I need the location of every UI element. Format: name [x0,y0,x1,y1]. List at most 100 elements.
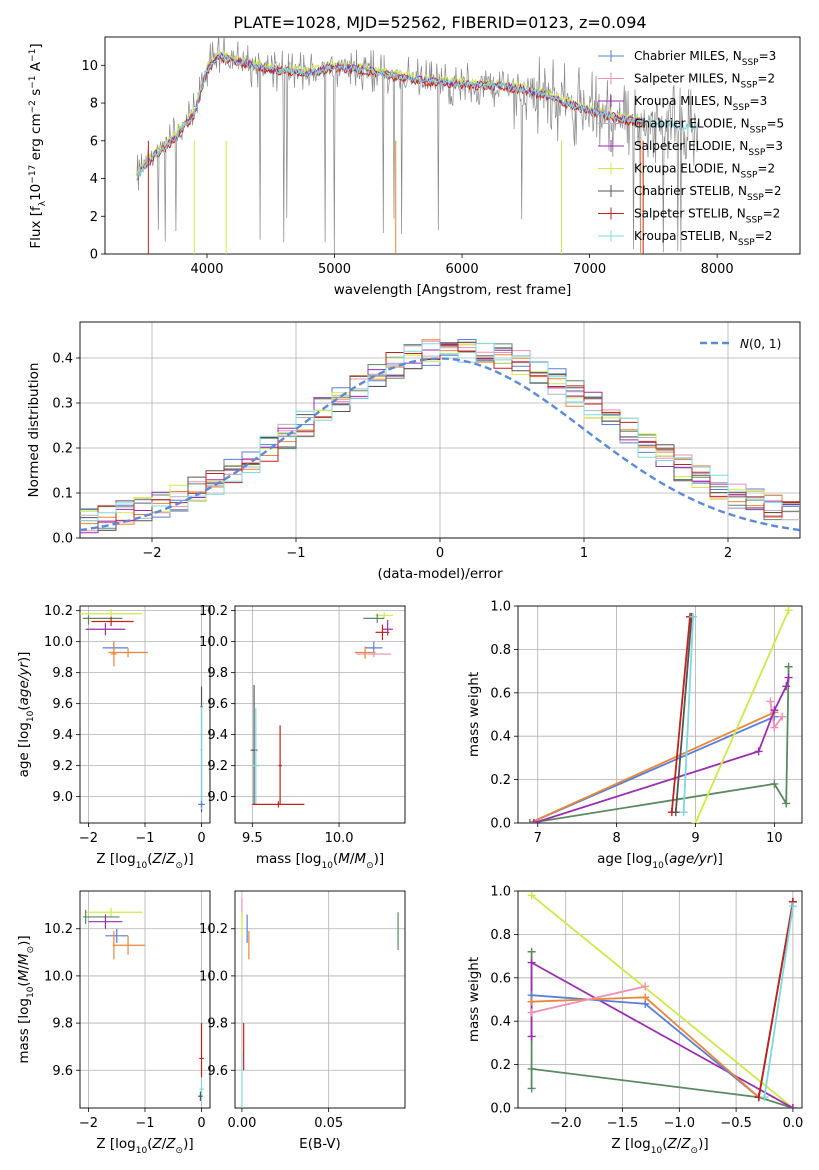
label-part: (0, 1) [749,337,781,351]
weight-line [757,901,794,1098]
y-tick-label: 10.0 [44,969,73,984]
weight-marker [527,947,536,956]
weight-marker [782,682,791,691]
legend-label: Kroupa STELIB, NSSP=2 [634,229,772,248]
label-part: age/yr [16,661,32,706]
y-tick-label: 9.4 [207,728,228,743]
x-axis-label: wavelength [Angstrom, rest frame] [334,282,572,298]
label-part: ( [333,851,338,867]
x-tick-label: 1 [580,546,588,561]
x-axis-label: (data-model)/error [377,566,503,582]
y-tick-label: 9.2 [207,759,228,774]
y-tick-label: 0.4 [490,730,511,745]
x-tick-label: 4000 [190,262,223,277]
label-part: =3 [759,49,777,63]
y-tick-label: 0.1 [52,487,73,502]
weight-marker [778,712,787,721]
label-part: age/yr [669,851,714,867]
label-part: ⊙ [366,861,374,871]
normal-curve [80,357,800,532]
y-tick-label: 9.6 [207,697,228,712]
label-part: −2 [28,100,38,113]
y-axis-label: mass [log10(M/M⊙)] [16,935,36,1063]
y-tick-label: 0.6 [490,686,511,701]
weight-marker [788,1104,797,1108]
weight-marker [529,819,538,823]
label-part: =2 [757,72,775,86]
weight-line [674,616,693,813]
weight-marker [689,612,698,621]
x-tick-label: 0.0 [783,1116,804,1131]
x-tick-label: 0.05 [314,1116,343,1131]
label-part: ( [662,1136,667,1152]
label-part: Chabrier STELIB, N [634,184,747,198]
legend-label: Salpeter MILES, NSSP=2 [634,72,775,91]
label-part: SSP [746,216,763,226]
figure-title: PLATE=1028, MJD=52562, FIBERID=0123, z=0… [233,13,646,32]
y-axis-label: Normed distribution [26,363,42,498]
model-spectrum [136,51,699,181]
y-tick-label: 0.2 [490,1058,511,1073]
x-tick-label: 7000 [573,262,606,277]
weight-marker [641,982,650,991]
x-tick-label: −1.5 [607,1116,639,1131]
axes-residual_hist: −2 −1 0 1 2 0.0 0.1 0.2 0.3 0.4 [52,321,801,561]
y-tick-label: 10.2 [44,604,73,619]
x-tick-label: 0 [197,1116,205,1131]
label-part: ] [28,43,44,48]
label-part: 10 [651,1146,663,1156]
label-part: )] [16,935,32,946]
label-part: 10 [136,861,148,871]
label-part: )] [698,1136,709,1152]
label-part: =2 [763,207,781,221]
y-tick-label: 0.4 [52,352,73,367]
label-part: )] [183,851,194,867]
label-part: / [350,851,355,867]
x-tick-label: 0 [436,546,444,561]
y-tick-label: 0.0 [52,532,73,547]
weight-marker [527,1008,536,1017]
label-part: Z [log [96,1136,135,1152]
weight-marker [527,1084,536,1093]
x-axis-label: Z [log10(Z/Z⊙)] [96,1136,193,1156]
label-part: SSP [750,126,767,136]
label-part: SSP [738,238,755,248]
label-part: Flux [f [28,205,44,249]
label-part: / [16,965,32,970]
label-part: =3 [750,94,768,108]
label-part: ( [147,851,152,867]
axes-frame [79,890,211,1109]
y-axis-label: age [log10(age/yr)] [16,652,36,778]
legend-label: Salpeter STELIB, NSSP=2 [634,207,780,226]
y-tick-label: 0.3 [52,397,73,412]
x-axis-label: E(B-V) [299,1136,341,1152]
label-part: M [16,969,32,981]
weight-marker [679,808,688,817]
x-tick-label: 0 [197,831,205,846]
label-part: Z [log [611,1136,650,1152]
label-part: −17 [28,165,38,184]
axes-mass_vs_Z: −2 −1 0 9.6 9.8 10.0 10.2 [44,890,211,1131]
errorbars-age_vs_Z [80,609,205,813]
y-tick-label: 0.8 [490,643,511,658]
label-part: Kroupa MILES, N [634,94,733,108]
label-part: erg cm [28,113,44,164]
errorbars-age_vs_mass [250,612,393,808]
label-part: SSP [741,171,758,181]
y-axis-label: Flux [fλ10−17 erg cm−2 s−1 A−1] [28,43,48,248]
x-tick-label: 8 [612,831,620,846]
label-part: =2 [757,162,775,176]
legend-label: N(0, 1) [740,337,781,351]
y-tick-label: 1.0 [490,885,511,900]
histogram-lines [80,339,800,534]
label-part: M [16,953,32,965]
label-part: 10 [26,986,36,998]
label-part: λ [38,200,48,206]
weight-marker [784,673,793,682]
y-tick-label: 9.6 [52,697,73,712]
x-tick-label: 9 [691,831,699,846]
y-tick-label: 0.0 [490,1102,511,1117]
weight-marker [784,662,793,671]
